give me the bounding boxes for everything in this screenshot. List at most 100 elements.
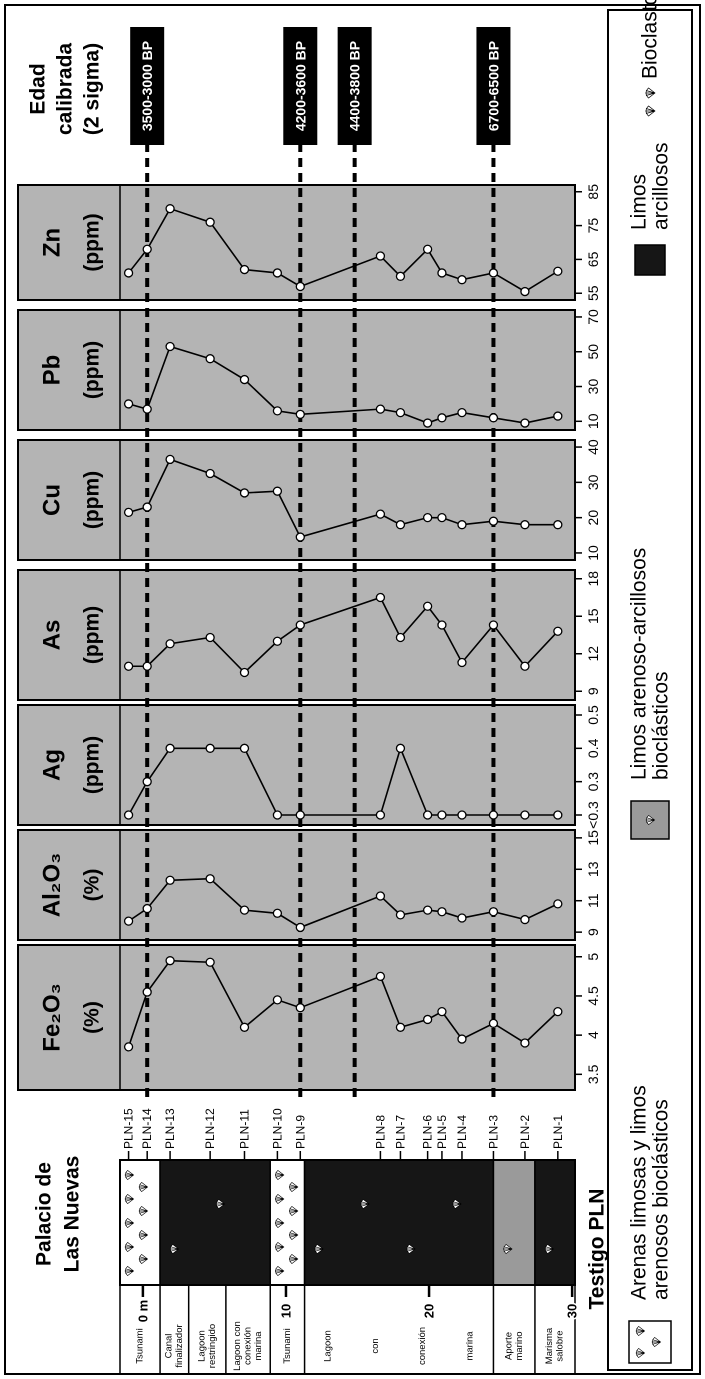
data-point	[142, 987, 152, 997]
data-point	[123, 399, 134, 409]
panel-unit: (ppm)	[81, 736, 104, 794]
data-point	[239, 374, 250, 385]
data-point	[295, 1003, 305, 1013]
data-point	[422, 244, 433, 254]
legend-label: arenosos bioclásticos	[650, 1099, 673, 1300]
data-point	[205, 743, 215, 753]
data-point	[437, 413, 447, 423]
sample-label: PLN-13	[163, 1108, 177, 1149]
sample-label: PLN-11	[237, 1109, 251, 1149]
data-point	[272, 810, 283, 820]
data-point	[395, 910, 406, 920]
sample-label: PLN-9	[293, 1115, 307, 1149]
core-unit	[159, 1159, 271, 1286]
date-box	[283, 27, 318, 145]
facies-label: finalizador	[174, 1324, 185, 1367]
data-point	[375, 404, 386, 414]
data-point	[553, 520, 563, 530]
facies-label: Tsunami	[282, 1328, 293, 1363]
x-axis-title: Testigo PLN	[586, 1189, 609, 1310]
x-tick-label: 13	[585, 861, 601, 877]
panel	[17, 184, 576, 301]
data-point	[437, 268, 447, 278]
x-tick-label: 5	[585, 953, 601, 961]
legend-swatch	[634, 244, 666, 276]
data-point	[422, 418, 433, 428]
y-tick-label: 10	[278, 1304, 293, 1318]
data-point	[123, 268, 134, 278]
data-point	[272, 636, 283, 646]
data-point	[165, 204, 175, 214]
x-tick-label: <0.3	[585, 801, 601, 829]
data-point	[123, 916, 134, 926]
data-point	[165, 341, 175, 352]
data-point	[395, 632, 406, 643]
facies-label: conexión	[417, 1327, 428, 1365]
data-point	[395, 271, 406, 281]
data-point	[553, 411, 563, 421]
legend-box	[607, 9, 693, 1371]
data-point	[553, 266, 563, 276]
panel-title: Fe₂O₃	[39, 983, 66, 1051]
data-point	[488, 1018, 499, 1029]
y-tick-label: 0 m	[135, 1300, 150, 1322]
x-tick-label: 12	[585, 646, 601, 662]
data-point	[142, 903, 152, 914]
data-point	[123, 1042, 134, 1052]
data-point	[488, 620, 499, 630]
panel-unit: (ppm)	[81, 213, 104, 271]
legend-label: Bioclastos	[639, 0, 662, 79]
facies-label: marino	[514, 1331, 525, 1360]
date-label: 3500-3000 BP	[139, 41, 155, 131]
data-point	[142, 502, 152, 512]
data-point	[553, 810, 563, 820]
data-point	[142, 244, 152, 254]
date-label: 4400-3800 BP	[347, 41, 363, 131]
data-point	[123, 810, 134, 820]
data-point	[488, 810, 499, 820]
data-point	[457, 275, 467, 285]
date-label: 6700-6500 BP	[485, 41, 501, 131]
core-unit	[492, 1159, 536, 1286]
data-point	[295, 281, 305, 292]
data-point	[422, 810, 433, 820]
data-point	[422, 905, 433, 915]
core-outline	[119, 1159, 576, 1286]
data-point	[520, 810, 530, 820]
facies-label: marina	[464, 1331, 475, 1361]
sample-label: PLN-3	[486, 1115, 500, 1149]
dates-title: Edad	[27, 63, 50, 114]
data-point	[239, 1022, 250, 1032]
sample-label: PLN-15	[122, 1108, 136, 1149]
data-point	[272, 406, 283, 416]
facies-label: Canal	[164, 1334, 175, 1359]
rotated-figure: Palacio de Las Nuevas Testigo PLN Edad calib…	[4, 0, 701, 1375]
data-point	[295, 810, 305, 820]
data-point	[520, 418, 530, 428]
data-point	[272, 995, 283, 1005]
data-point	[375, 971, 386, 982]
x-tick-label: 70	[585, 309, 601, 325]
facies-label: Marisma	[544, 1327, 555, 1364]
data-point	[205, 632, 215, 643]
panel-unit: (%)	[81, 869, 104, 902]
data-point	[123, 507, 134, 518]
legend-label: bioclásticos	[650, 671, 673, 780]
dates-title: calibrada	[54, 43, 77, 136]
x-tick-label: 3.5	[585, 1064, 601, 1084]
legend-label: Limos	[628, 174, 651, 230]
core-unit	[303, 1159, 495, 1286]
data-point	[457, 657, 467, 668]
data-point	[520, 286, 530, 297]
data-point	[422, 1014, 433, 1025]
data-point	[295, 922, 305, 933]
data-point	[395, 520, 406, 530]
x-tick-label: 10	[585, 545, 601, 561]
x-tick-label: 40	[585, 439, 601, 455]
x-tick-label: 0.5	[585, 705, 601, 725]
data-point	[375, 810, 386, 820]
panel	[17, 439, 576, 561]
data-point	[295, 620, 305, 630]
x-tick-label: 30	[585, 474, 601, 490]
data-point	[239, 667, 250, 678]
